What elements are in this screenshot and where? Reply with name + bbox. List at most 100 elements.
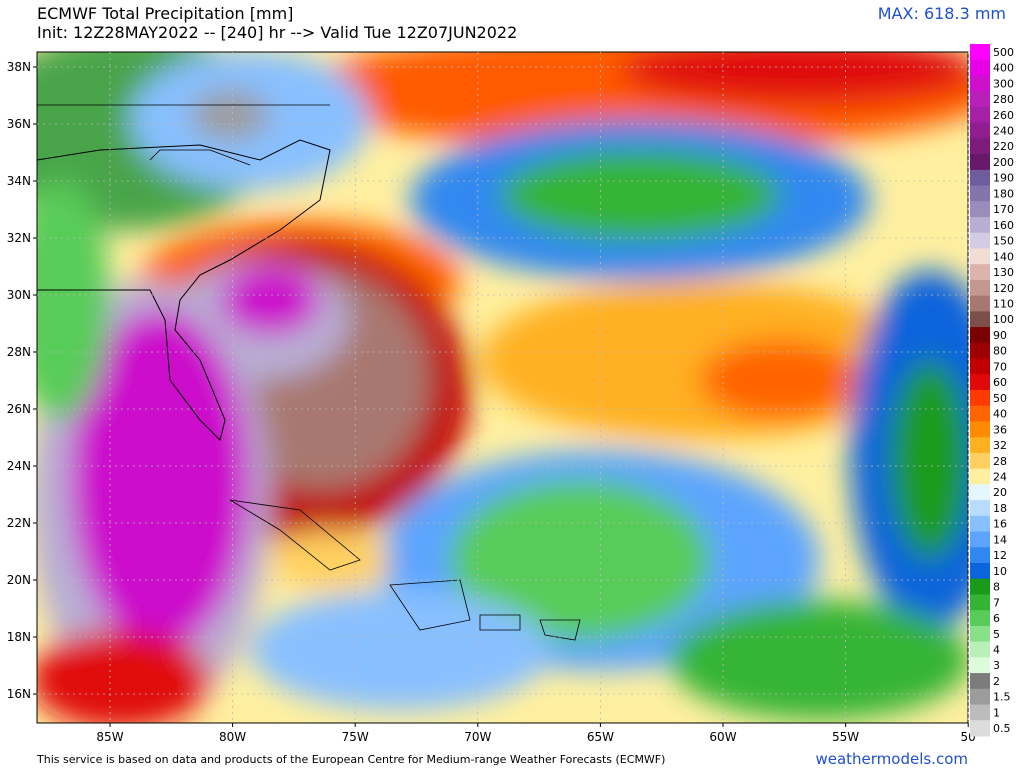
colorbar-label: 1: [993, 706, 1000, 719]
colorbar-label: 0.5: [993, 722, 1011, 735]
colorbar-label: 18: [993, 502, 1007, 515]
colorbar-swatch: [970, 531, 990, 548]
colorbar-label: 180: [993, 187, 1014, 200]
colorbar-label: 200: [993, 156, 1014, 169]
lat-label: 28N: [7, 345, 31, 359]
colorbar-swatch: [970, 59, 990, 76]
colorbar-swatch: [970, 295, 990, 312]
colorbar-swatch: [970, 248, 990, 265]
colorbar-label: 32: [993, 439, 1007, 452]
lon-label: 85W: [96, 730, 123, 744]
colorbar-swatch: [970, 358, 990, 375]
lat-label: 20N: [7, 573, 31, 587]
colorbar-label: 16: [993, 518, 1007, 531]
colorbar-label: 220: [993, 140, 1014, 153]
lon-label: 80W: [219, 730, 246, 744]
colorbar-label: 240: [993, 125, 1014, 138]
colorbar-swatch: [970, 625, 990, 643]
colorbar-swatch: [970, 122, 990, 139]
colorbar-swatch: [970, 405, 990, 422]
colorbar-swatch: [970, 641, 990, 658]
lat-label: 30N: [7, 288, 31, 302]
colorbar-label: 5: [993, 628, 1000, 641]
credit: This service is based on data and produc…: [36, 753, 665, 766]
colorbar-swatch: [970, 421, 990, 438]
colorbar-label: 12: [993, 549, 1007, 562]
colorbar-label: 190: [993, 172, 1014, 185]
lat-label: 18N: [7, 630, 31, 644]
colorbar-label: 4: [993, 644, 1000, 657]
colorbar-label: 10: [993, 565, 1007, 578]
colorbar-label: 140: [993, 250, 1014, 263]
colorbar-label: 24: [993, 471, 1007, 484]
site: weathermodels.com: [815, 750, 968, 768]
colorbar-swatch: [970, 563, 990, 580]
colorbar-label: 170: [993, 203, 1014, 216]
colorbar-label: 8: [993, 581, 1000, 594]
map-frame: [36, 51, 969, 724]
colorbar-swatch: [970, 327, 990, 344]
colorbar-swatch: [970, 515, 990, 533]
colorbar-label: 14: [993, 533, 1007, 546]
colorbar-swatch: [970, 185, 990, 202]
lon-label: 55W: [832, 730, 859, 744]
colorbar-swatch: [970, 311, 990, 328]
colorbar-swatch: [970, 610, 990, 627]
colorbar-label: 3: [993, 659, 1000, 672]
lat-label: 38N: [7, 60, 31, 74]
colorbar-label: 60: [993, 376, 1007, 389]
colorbar-swatch: [970, 390, 990, 407]
colorbar-label: 80: [993, 345, 1007, 358]
lon-label: 65W: [587, 730, 614, 744]
colorbar-label: 280: [993, 93, 1014, 106]
colorbar-label: 260: [993, 109, 1014, 122]
colorbar-label: 500: [993, 46, 1014, 59]
colorbar-label: 90: [993, 329, 1007, 342]
colorbar-label: 50: [993, 392, 1007, 405]
colorbar-swatch: [970, 720, 990, 737]
lat-label: 16N: [7, 687, 31, 701]
colorbar-label: 36: [993, 423, 1007, 436]
colorbar-swatch: [970, 91, 990, 108]
colorbar-swatch: [970, 75, 990, 92]
colorbar-swatch: [970, 44, 990, 61]
title: ECMWF Total Precipitation [mm]: [37, 4, 293, 23]
colorbar-swatch: [970, 154, 990, 171]
colorbar-label: 20: [993, 486, 1007, 499]
colorbar-swatch: [970, 657, 990, 674]
colorbar-label: 130: [993, 266, 1014, 279]
colorbar-swatch: [970, 437, 990, 454]
colorbar-label: 100: [993, 313, 1014, 326]
colorbar-swatch: [970, 688, 990, 706]
lat-label: 24N: [7, 459, 31, 473]
colorbar-swatch: [970, 264, 990, 281]
colorbar-swatch: [970, 547, 990, 564]
colorbar-label: 70: [993, 360, 1007, 373]
lat-label: 32N: [7, 231, 31, 245]
lon-label: 70W: [464, 730, 491, 744]
colorbar-label: 120: [993, 282, 1014, 295]
colorbar-label: 40: [993, 408, 1007, 421]
colorbar-swatch: [970, 452, 990, 470]
subtitle: Init: 12Z28MAY2022 -- [240] hr --> Valid…: [37, 23, 517, 42]
colorbar-swatch: [970, 138, 990, 155]
colorbar-label: 110: [993, 298, 1014, 311]
colorbar-swatch: [970, 342, 990, 360]
colorbar-label: 150: [993, 235, 1014, 248]
colorbar-label: 7: [993, 596, 1000, 609]
colorbar-label: 1.5: [993, 691, 1011, 704]
colorbar-swatch: [970, 217, 990, 234]
lat-label: 34N: [7, 174, 31, 188]
colorbar-swatch: [970, 704, 990, 721]
precip-map: [37, 52, 968, 723]
colorbar-label: 28: [993, 455, 1007, 468]
colorbar-swatch: [970, 468, 990, 485]
max-value: MAX: 618.3 mm: [878, 4, 1006, 23]
colorbar-label: 400: [993, 62, 1014, 75]
colorbar-label: 160: [993, 219, 1014, 232]
colorbar-label: 2: [993, 675, 1000, 688]
colorbar-swatch: [970, 578, 990, 595]
colorbar-swatch: [970, 484, 990, 501]
colorbar-swatch: [970, 594, 990, 611]
